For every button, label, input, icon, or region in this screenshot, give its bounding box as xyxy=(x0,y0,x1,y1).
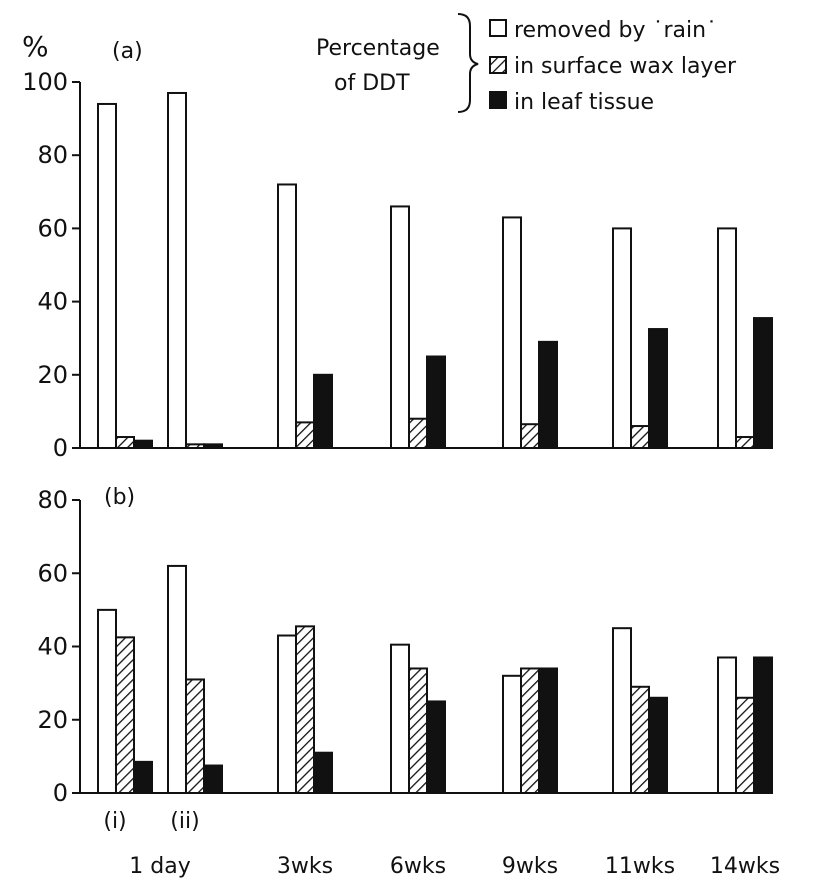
panel-b-bar-surface-wax-layer xyxy=(520,667,540,794)
panel-b-ytick-label: 60 xyxy=(37,559,68,587)
panel-b-bar-surface-wax-layer xyxy=(115,636,135,794)
panel-a-ytick-label: 0 xyxy=(53,434,68,462)
legend-label-leaf-tissue: in leaf tissue xyxy=(514,90,654,115)
panel-a-bar-leaf-tissue xyxy=(753,317,773,449)
x-category-label: 3wks xyxy=(277,854,333,879)
legend-title-line-1: Percentage xyxy=(316,36,440,61)
panel-b-bar-removed-by-rain xyxy=(97,608,117,794)
panel-b-bar-removed-by-rain xyxy=(390,643,410,795)
panel-b-bar-leaf-tissue xyxy=(538,667,558,794)
panel-a-bar-surface-wax-layer xyxy=(520,423,540,449)
x-category-labels: 1 day 3wks 6wks 9wks 11wks 14wks xyxy=(129,854,780,879)
panel-b-bar-removed-by-rain xyxy=(277,634,297,795)
y-unit-label: % xyxy=(22,30,49,63)
x-category-label: 9wks xyxy=(502,854,558,879)
x-category-label: 1 day xyxy=(129,854,190,879)
panel-a-bar-leaf-tissue xyxy=(648,328,668,449)
legend-label-surface-wax-layer: in surface wax layer xyxy=(514,54,737,79)
panel-b: (b) 0 20 40 60 80 (i) (ii) xyxy=(37,485,773,834)
panel-a: 0 20 40 60 80 100 xyxy=(22,68,773,462)
panel-a-bar-leaf-tissue xyxy=(203,443,223,449)
panel-a-ytick-label: 40 xyxy=(37,288,68,316)
panel-b-ytick-label: 20 xyxy=(37,706,68,734)
panel-b-bar-removed-by-rain xyxy=(612,627,632,794)
panel-a-ytick-label: 100 xyxy=(22,68,68,96)
legend-brace-icon xyxy=(457,13,479,113)
panel-b-bar-leaf-tissue xyxy=(426,700,446,794)
panel-a-bar-surface-wax-layer xyxy=(408,417,428,450)
sub-label-i: (i) xyxy=(103,809,126,834)
panel-b-bar-leaf-tissue xyxy=(753,656,773,794)
legend: Percentage of DDT removed by ˙rain˙ in s… xyxy=(316,13,737,115)
panel-b-bar-leaf-tissue xyxy=(203,764,223,794)
panel-a-bar-surface-wax-layer xyxy=(185,443,205,449)
panel-b-ytick-label: 40 xyxy=(37,633,68,661)
panel-a-bar-removed-by-rain xyxy=(167,91,187,449)
panel-a-ytick-label: 60 xyxy=(37,214,68,242)
panel-a-bar-surface-wax-layer xyxy=(735,436,755,449)
panel-a-ytick-label: 80 xyxy=(37,141,68,169)
panel-a-bar-leaf-tissue xyxy=(133,439,153,449)
legend-swatch-leaf-tissue xyxy=(489,91,507,109)
panel-a-bar-removed-by-rain xyxy=(612,227,632,449)
panel-b-bar-leaf-tissue xyxy=(313,751,333,795)
sub-label-ii: (ii) xyxy=(170,809,199,834)
panel-a-bar-surface-wax-layer xyxy=(115,436,135,449)
panel-a-label: (a) xyxy=(112,39,143,64)
panel-a-bar-removed-by-rain xyxy=(717,227,737,449)
panel-a-bar-removed-by-rain xyxy=(502,216,522,449)
panel-b-bar-leaf-tissue xyxy=(648,696,668,795)
panel-a-bar-surface-wax-layer xyxy=(630,425,650,450)
legend-swatch-removed-by-rain xyxy=(489,19,507,37)
panel-b-bar-surface-wax-layer xyxy=(408,667,428,794)
panel-b-bar-surface-wax-layer xyxy=(735,696,755,795)
panel-b-ytick-label: 80 xyxy=(37,486,68,514)
panel-a-bar-surface-wax-layer xyxy=(295,421,315,450)
x-category-label: 11wks xyxy=(605,854,675,879)
panel-a-bar-removed-by-rain xyxy=(97,102,117,450)
panel-b-bar-removed-by-rain xyxy=(167,564,187,794)
panel-b-bar-surface-wax-layer xyxy=(295,625,315,795)
legend-label-removed-by-rain: removed by ˙rain˙ xyxy=(514,18,717,43)
legend-title-line-2: of DDT xyxy=(334,71,410,96)
panel-a-bar-leaf-tissue xyxy=(426,355,446,449)
panel-a-bar-leaf-tissue xyxy=(313,373,333,449)
panel-b-bar-leaf-tissue xyxy=(133,760,153,795)
panel-a-ytick-label: 20 xyxy=(37,361,68,389)
panel-b-bar-removed-by-rain xyxy=(717,656,737,794)
panel-a-bar-removed-by-rain xyxy=(277,183,297,449)
panel-a-bar-removed-by-rain xyxy=(390,205,410,449)
legend-swatch-surface-wax-layer xyxy=(489,56,507,74)
panel-b-label: (b) xyxy=(104,485,135,510)
panel-b-bar-surface-wax-layer xyxy=(630,685,650,794)
x-category-label: 6wks xyxy=(390,854,446,879)
panel-a-bar-leaf-tissue xyxy=(538,340,558,449)
panel-b-bar-surface-wax-layer xyxy=(185,678,205,795)
panel-b-bar-removed-by-rain xyxy=(502,674,522,794)
x-category-label: 14wks xyxy=(710,854,780,879)
panel-b-ytick-label: 0 xyxy=(53,779,68,807)
